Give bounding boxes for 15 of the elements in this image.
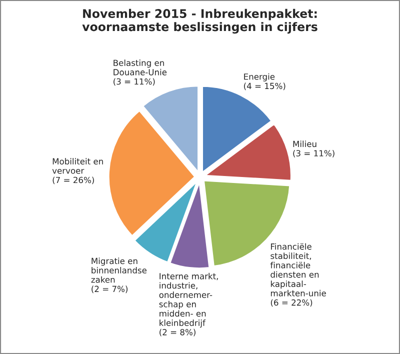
slice-label: Mobiliteit en vervoer: [52, 158, 103, 174]
data-label: (2 = 7%): [92, 286, 128, 294]
slice-label: Financiële stabiliteit, financiële diensten en kapitaal- markten-unie: [270, 243, 326, 296]
slice-label: Energie: [244, 73, 275, 82]
slice-label: Belasting en Douane-Unie: [114, 60, 167, 76]
data-label: (6 = 22%): [270, 299, 312, 307]
slice-label: Interne markt, industrie, ondernemer- schap en midden- en kleinbedrijf: [159, 272, 218, 328]
data-label: (3 = 11%): [293, 150, 334, 158]
slice-label: Milieu: [293, 140, 316, 148]
chart-title: November 2015 - Inbreukenpakket: voornaamste beslissingen in cijfers: [82, 8, 318, 34]
data-label: (2 = 8%): [160, 328, 196, 336]
data-label: (3 = 11%): [114, 78, 155, 86]
data-label: (7 = 26%): [52, 176, 94, 184]
data-label: (4 = 15%): [244, 82, 286, 90]
slice-label: Migratie en binnenlandse zaken: [91, 258, 147, 283]
